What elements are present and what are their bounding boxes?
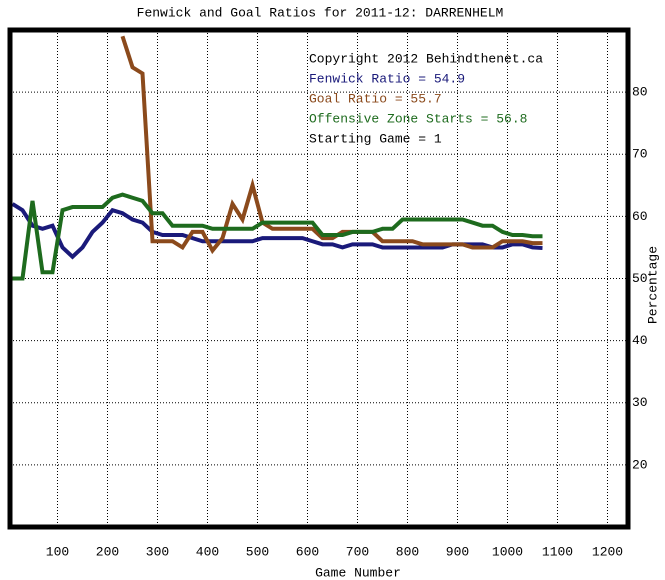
y-axis-label: Percentage	[645, 246, 660, 324]
y-tick-label: 80	[632, 85, 648, 100]
annotation: Goal Ratio = 55.7	[309, 91, 442, 106]
x-axis-label: Game Number	[315, 565, 401, 580]
annotation: Starting Game = 1	[309, 131, 442, 146]
x-tick-label: 100	[46, 544, 69, 559]
chart-title: Fenwick and Goal Ratios for 2011-12: DAR…	[137, 5, 504, 20]
series-line	[12, 192, 543, 281]
y-tick-label: 60	[632, 209, 648, 224]
series-line	[120, 35, 543, 255]
x-tick-label: 1200	[592, 544, 623, 559]
annotation: Copyright 2012 Behindthenet.ca	[309, 51, 543, 66]
x-tick-label: 800	[396, 544, 419, 559]
y-tick-label: 50	[632, 271, 648, 286]
x-tick-label: 200	[96, 544, 119, 559]
x-tick-label: 400	[196, 544, 219, 559]
y-tick-label: 40	[632, 333, 648, 348]
plot-area	[11, 35, 543, 281]
x-tick-label: 900	[446, 544, 469, 559]
annotation: Fenwick Ratio = 54.9	[309, 71, 465, 86]
annotation: Offensive Zone Starts = 56.8	[309, 111, 527, 126]
x-tick-label: 500	[246, 544, 269, 559]
x-tick-label: 1100	[542, 544, 573, 559]
y-tick-label: 70	[632, 147, 648, 162]
x-tick-label: 600	[296, 544, 319, 559]
grid	[10, 30, 628, 527]
x-tick-label: 700	[346, 544, 369, 559]
x-tick-label: 300	[146, 544, 169, 559]
y-tick-label: 30	[632, 395, 648, 410]
x-tick-label: 1000	[492, 544, 523, 559]
y-tick-label: 20	[632, 457, 648, 472]
plot-border	[7, 27, 631, 530]
